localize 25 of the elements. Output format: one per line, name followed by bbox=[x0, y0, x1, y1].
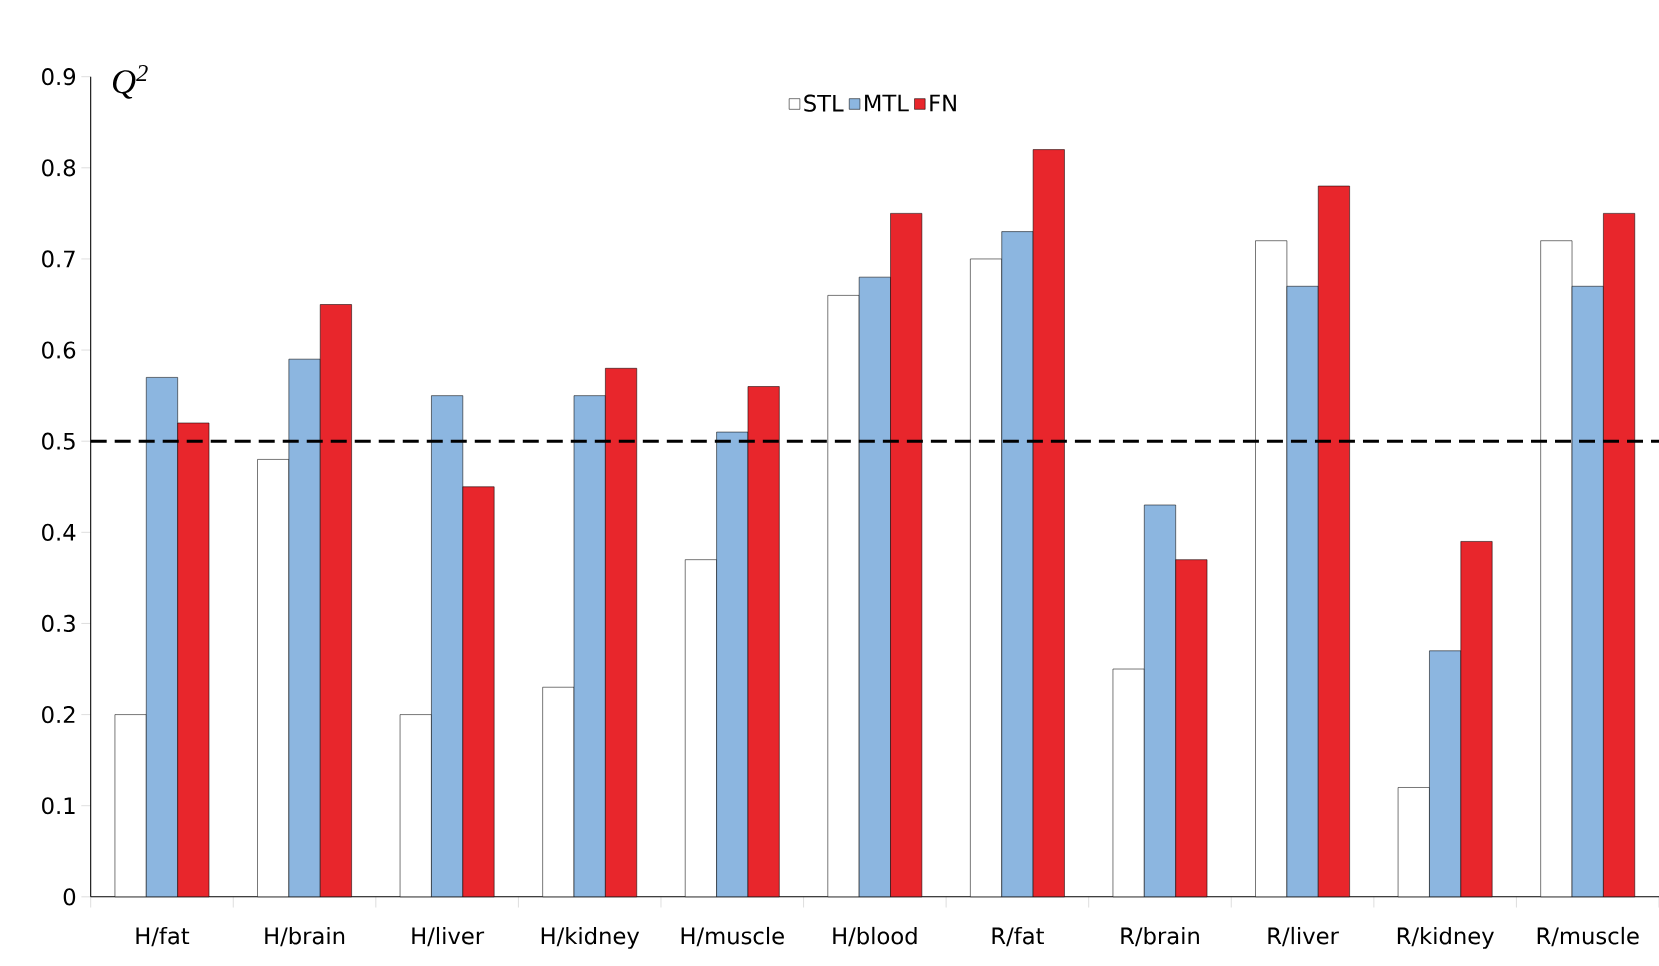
y-tick-label: 0.8 bbox=[42, 159, 76, 177]
y-tick-label: 0.1 bbox=[42, 797, 75, 815]
y-tick-label: 0 bbox=[63, 888, 76, 906]
legend-label: MTL bbox=[865, 94, 909, 112]
x-tick-label: R/muscle bbox=[1537, 926, 1639, 947]
x-tick-label: R/liver bbox=[1268, 926, 1339, 947]
x-tick-label: R/kidney bbox=[1397, 926, 1494, 949]
x-tick-label: H/brain bbox=[265, 926, 345, 947]
x-tick-label: H/blood bbox=[833, 926, 917, 947]
x-tick-label: H/liver bbox=[412, 926, 485, 947]
legend-label: FN bbox=[930, 94, 956, 112]
y-tick-label: 0.7 bbox=[42, 250, 75, 268]
y-axis-title: Q$^{2}$ bbox=[112, 64, 148, 99]
x-tick-label: R/brain bbox=[1121, 926, 1199, 947]
legend-label: STL bbox=[804, 94, 844, 112]
y-tick-label: 0.2 bbox=[42, 705, 75, 724]
y-tick-label: 0.9 bbox=[42, 68, 76, 86]
y-tick-label: 0.6 bbox=[42, 341, 76, 359]
x-tick-label: H/fat bbox=[136, 926, 190, 947]
y-tick-label: 0.3 bbox=[42, 614, 75, 632]
x-tick-label: H/kidney bbox=[541, 926, 640, 949]
x-tick-label: H/muscle bbox=[681, 926, 784, 947]
x-tick-label: R/fat bbox=[992, 926, 1044, 947]
y-tick-label: 0.4 bbox=[42, 523, 76, 541]
y-tick-label: 0.5 bbox=[42, 432, 75, 450]
